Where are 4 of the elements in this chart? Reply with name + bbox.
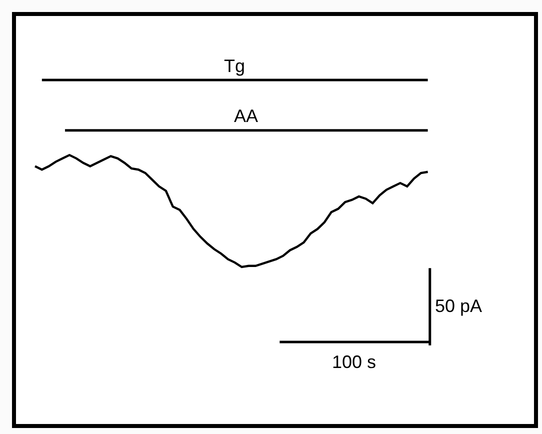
text: 100 s [332, 352, 376, 372]
text: Tg [224, 56, 246, 76]
text: 50 pA [435, 296, 482, 316]
text: AA [234, 106, 258, 126]
